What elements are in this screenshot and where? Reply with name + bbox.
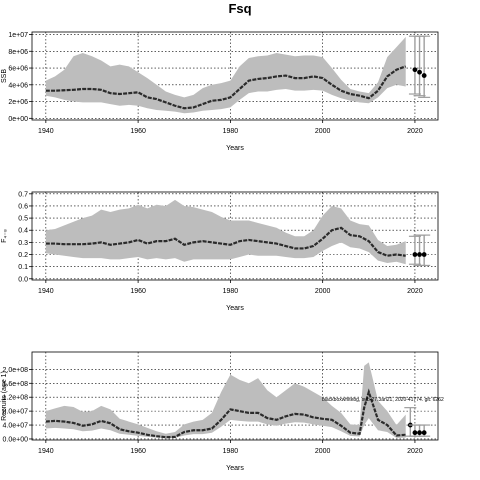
x-tick-label: 2000 bbox=[315, 288, 331, 295]
y-tick-label: 0.2 bbox=[18, 252, 28, 259]
y-axis-label: Recruits (age 1) bbox=[1, 371, 8, 421]
x-tick-label: 1940 bbox=[38, 288, 54, 295]
x-tick-label: 1980 bbox=[223, 448, 239, 455]
confidence-band bbox=[45, 199, 406, 265]
y-tick-label: 2.0e+08 bbox=[3, 367, 29, 374]
y-tick-label: 0.6 bbox=[18, 203, 28, 210]
y-tick-label: 0.7 bbox=[18, 191, 28, 198]
y-tick-label: 1e+07 bbox=[8, 32, 28, 39]
y-tick-label: 0e+00 bbox=[8, 116, 28, 123]
y-tick-label: 0.0e+00 bbox=[3, 436, 29, 443]
y-tick-label: 8e+06 bbox=[8, 49, 28, 56]
x-tick-label: 2000 bbox=[315, 448, 331, 455]
y-tick-label: 0.4 bbox=[18, 228, 28, 235]
projection-point bbox=[421, 430, 427, 436]
plot-frame bbox=[31, 191, 439, 281]
x-tick-label: 1940 bbox=[38, 128, 54, 135]
x-tick-label: 2000 bbox=[315, 128, 331, 135]
y-tick-label: 0.0 bbox=[18, 276, 28, 283]
y-tick-label: 4.0e+07 bbox=[3, 423, 29, 430]
plot-frame bbox=[31, 351, 439, 441]
panel-2: 1940 1960 1980 2000 2020 0.0 0.1 0.2 0.3 0.4 0.5 0.… bbox=[1, 191, 439, 312]
series-line bbox=[45, 65, 407, 110]
y-tick-label: 6e+06 bbox=[8, 66, 28, 73]
series-line bbox=[45, 388, 406, 439]
y-tick-label: 8.0e+07 bbox=[3, 409, 29, 416]
panel-1: 1940 1960 1980 2000 2020 0e+00 2e+06 4e+06 6e+06… bbox=[1, 31, 439, 152]
x-tick-label: 1940 bbox=[38, 448, 54, 455]
confidence-band bbox=[45, 362, 406, 439]
y-tick-label: 4e+06 bbox=[8, 82, 28, 89]
y-tick-label: 2e+06 bbox=[8, 99, 28, 106]
y-axis-label: F₄₋₈ bbox=[1, 229, 8, 243]
x-tick-label: 2020 bbox=[407, 448, 423, 455]
projection-point bbox=[417, 69, 422, 75]
confidence-band bbox=[45, 37, 406, 114]
x-tick-label: 1980 bbox=[223, 128, 239, 135]
projection-point bbox=[421, 73, 427, 78]
y-tick-label: 0.1 bbox=[18, 264, 28, 271]
projection-point bbox=[412, 252, 418, 257]
y-tick-label: 1.2e+08 bbox=[3, 395, 29, 402]
plot-frame bbox=[31, 31, 439, 121]
annotation-text: blackboxwhitebg, sub-27.3an21, 2020-4177… bbox=[322, 397, 444, 403]
x-tick-label: 2020 bbox=[407, 288, 423, 295]
x-axis-label: Years bbox=[226, 305, 244, 312]
projection-point bbox=[417, 252, 422, 257]
x-tick-label: 1980 bbox=[223, 288, 239, 295]
x-tick-label: 1960 bbox=[130, 448, 146, 455]
y-tick-label: 0.5 bbox=[18, 216, 28, 223]
y-tick-label: 0.3 bbox=[18, 240, 28, 247]
x-tick-label: 2020 bbox=[407, 128, 423, 135]
projection-point bbox=[417, 430, 422, 436]
series-line bbox=[45, 226, 406, 257]
projection-point bbox=[412, 430, 418, 436]
chart-title: Fsq bbox=[228, 1, 252, 16]
x-tick-label: 1960 bbox=[130, 128, 146, 135]
y-tick-label: 1.6e+08 bbox=[3, 381, 29, 388]
x-tick-label: 1960 bbox=[130, 288, 146, 295]
projection-point bbox=[421, 252, 427, 257]
panel-3: 1940 1960 1980 2000 2020 0.0e+00 4.0e+07 8.0e+0… bbox=[1, 351, 444, 472]
x-axis-label: Years bbox=[226, 465, 244, 472]
x-axis-label: Years bbox=[226, 145, 244, 152]
y-axis-label: SSB bbox=[1, 69, 8, 83]
projection-point bbox=[412, 67, 418, 73]
